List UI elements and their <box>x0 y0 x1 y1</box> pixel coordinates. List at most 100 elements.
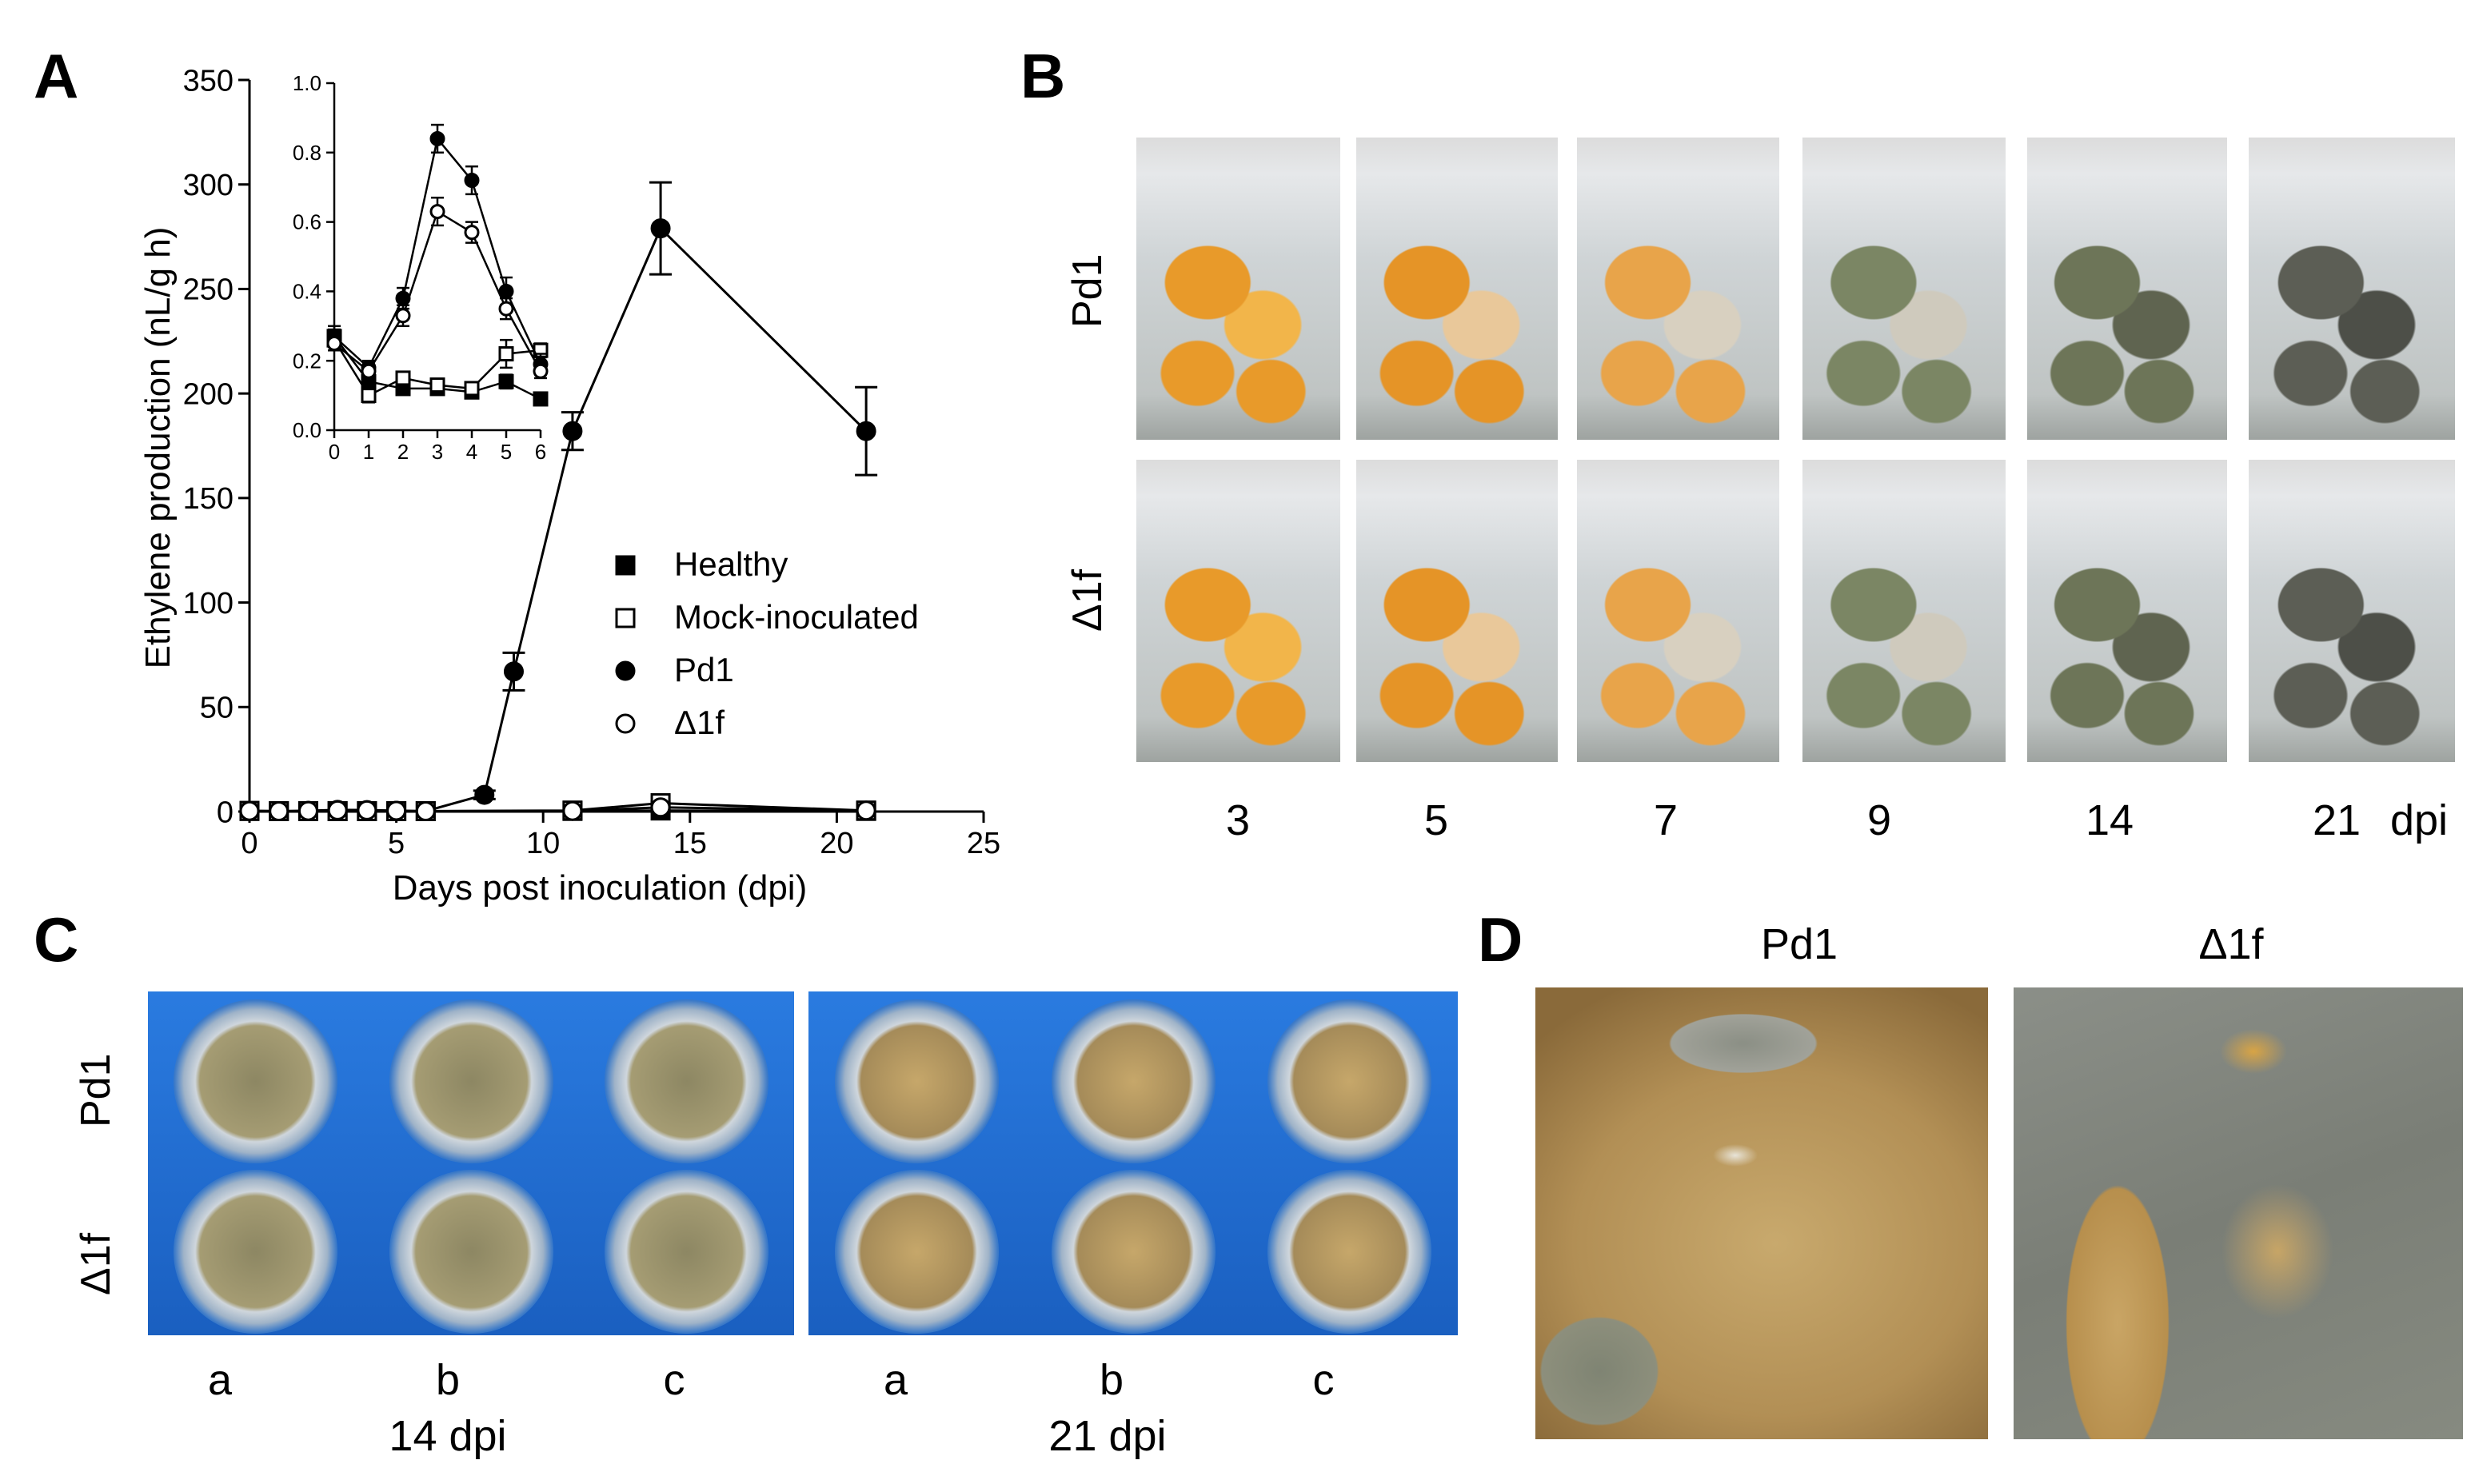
y-tick-label: 250 <box>183 273 234 307</box>
legend-marker <box>615 660 636 681</box>
data-point <box>856 800 876 821</box>
inset-data-point <box>533 391 549 407</box>
jar-photo <box>1577 460 1779 762</box>
chart-legend: Healthy Mock-inoculated Pd1 Δ1f <box>615 545 919 741</box>
dpi-column-label: 3 <box>1225 796 1251 844</box>
data-point <box>357 800 377 820</box>
dish-photo <box>389 1170 553 1334</box>
jar-photo <box>1577 138 1779 440</box>
legend-marker <box>615 713 636 734</box>
jar-photo <box>1802 138 2006 440</box>
legend-marker <box>615 555 636 576</box>
replicate-label: a <box>207 1356 233 1404</box>
x-tick-label: 10 <box>526 827 560 860</box>
inset-data-point <box>429 130 445 146</box>
inset-x-tick-label: 6 <box>535 440 546 464</box>
panel-d-title-d1f: Δ1f <box>2198 920 2264 968</box>
inset-x-tick-label: 1 <box>363 440 374 464</box>
replicate-label: b <box>435 1356 461 1404</box>
jar-photo <box>2249 460 2455 762</box>
jar-photo <box>1136 460 1340 762</box>
data-point <box>297 800 318 821</box>
y-tick-label: 350 <box>183 64 234 98</box>
inset-data-point <box>395 308 411 324</box>
data-point <box>650 218 671 239</box>
inset-y-tick-label: 0.0 <box>293 418 321 442</box>
panel-d-title-pd1: Pd1 <box>1760 920 1838 968</box>
dpi-column-label: 9 <box>1866 796 1892 844</box>
x-tick-label: 0 <box>241 827 257 860</box>
inset-data-point <box>498 283 514 299</box>
legend-label: Pd1 <box>674 651 734 688</box>
data-point <box>474 784 495 805</box>
inset-x-tick-label: 3 <box>432 440 443 464</box>
jar-photo <box>2249 138 2455 440</box>
x-tick-label: 25 <box>967 827 1000 860</box>
inset-data-point <box>498 373 514 389</box>
row-label-pd1: Pd1 <box>1064 253 1111 328</box>
replicate-label: a <box>883 1356 908 1404</box>
inset-data-point <box>429 377 445 393</box>
dish-photo <box>1051 999 1216 1163</box>
closeup-photo-pd1 <box>1535 987 1988 1439</box>
inset-x-tick-label: 5 <box>501 440 512 464</box>
data-point <box>239 800 260 821</box>
panel-label-a: A <box>34 41 79 111</box>
dpi-column-label: 14 <box>2085 796 2134 844</box>
panel-label-b: B <box>1020 41 1066 111</box>
data-point <box>650 797 671 818</box>
y-tick-label: 200 <box>183 377 234 411</box>
jar-photo <box>1356 138 1558 440</box>
inset-y-tick-label: 0.8 <box>293 141 321 165</box>
legend-label: Healthy <box>674 545 788 583</box>
series-line <box>249 806 867 812</box>
y-tick-label: 0 <box>217 796 234 829</box>
x-tick-label: 20 <box>820 827 853 860</box>
panel-label-c: C <box>34 904 79 975</box>
inset-data-point <box>395 370 411 386</box>
inset-data-point <box>498 346 514 362</box>
jar-photo <box>1136 138 1340 440</box>
legend-marker <box>615 608 636 628</box>
jar-photo <box>2027 138 2227 440</box>
closeup-photo-d1f <box>2014 987 2463 1439</box>
series-line <box>249 226 868 812</box>
y-tick-label: 50 <box>200 692 234 725</box>
replicate-label: c <box>663 1356 685 1404</box>
x-axis-label: Days post inoculation (dpi) <box>393 868 807 908</box>
legend-label: Δ1f <box>674 704 725 741</box>
dish-photo <box>389 999 553 1163</box>
jar-photo <box>1356 460 1558 762</box>
data-point <box>327 800 348 820</box>
dish-photo <box>174 1170 338 1334</box>
inset-data-point <box>326 336 342 351</box>
group-label-14dpi: 14 dpi <box>389 1412 507 1460</box>
data-point <box>386 800 407 821</box>
data-point <box>856 421 876 441</box>
inset-data-point <box>464 381 480 397</box>
inset-y-tick-label: 0.2 <box>293 349 321 373</box>
replicate-label: c <box>1312 1356 1335 1404</box>
y-tick-label: 100 <box>183 587 234 620</box>
dish-photo <box>834 1170 999 1334</box>
inset-data-point <box>464 225 480 241</box>
dish-photo <box>1267 999 1432 1163</box>
row-label-c-pd1: Pd1 <box>73 1053 119 1127</box>
data-point <box>415 800 436 821</box>
inset-data-point <box>429 204 445 220</box>
dish-photo <box>174 999 338 1163</box>
data-point <box>269 800 289 821</box>
inset-data-point <box>361 388 377 404</box>
inset-data-point <box>498 301 514 317</box>
jar-photo <box>1802 460 2006 762</box>
inset-data-point <box>533 363 549 379</box>
y-axis-label: Ethylene production (nL/g h) <box>138 227 178 669</box>
inset-x-tick-label: 2 <box>397 440 409 464</box>
inset-y-tick-label: 0.6 <box>293 210 321 234</box>
dish-photo <box>1051 1170 1216 1334</box>
dish-photo <box>1267 1170 1432 1334</box>
legend-label: Mock-inoculated <box>674 598 919 636</box>
inset-y-tick-label: 0.4 <box>293 280 321 304</box>
dish-photo <box>604 1170 768 1334</box>
